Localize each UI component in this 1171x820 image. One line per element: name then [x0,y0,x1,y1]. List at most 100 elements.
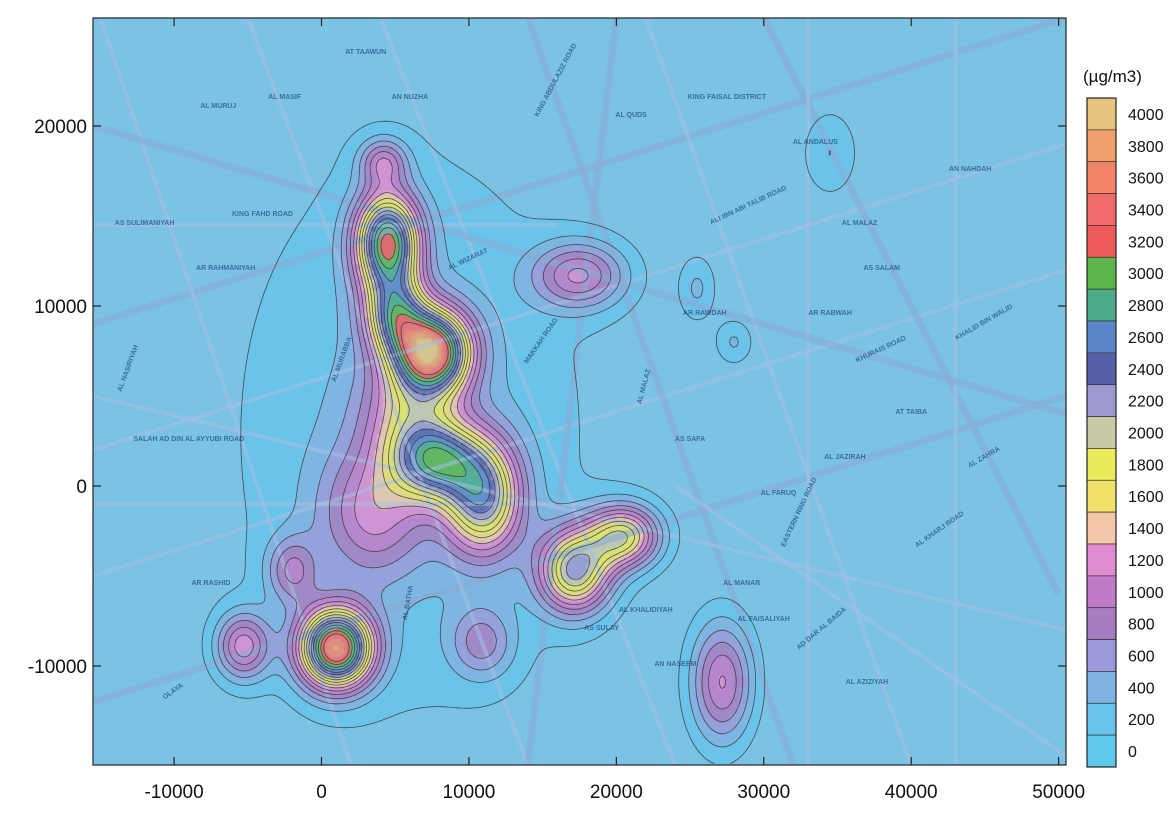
legend-swatch [1086,639,1117,672]
district-label: KING FAISAL DISTRICT [688,94,767,101]
district-label: AS SULAY [584,625,619,632]
legend-level-label: 1800 [1128,457,1164,474]
district-label: AT TAAWUN [345,49,386,56]
district-label: AN NUZHA [392,94,429,101]
legend-level-label: 2400 [1128,362,1164,379]
contour-line [223,145,744,723]
road-line [674,484,1066,758]
legend-level-label: 2200 [1128,394,1164,411]
legend-swatch [1086,320,1117,354]
district-label: AL MURUJ [200,103,236,110]
contour-lines [201,114,855,764]
legend-swatch [1086,384,1117,417]
legend-swatch [1086,671,1117,704]
contour-line [308,210,591,678]
legend-level-label: 3000 [1128,266,1164,283]
legend-level-label: 3400 [1128,203,1164,220]
legend-swatch [1086,543,1117,577]
x-tick-label: 30000 [737,782,790,803]
legend-level-label: 800 [1128,617,1155,634]
district-label: AT TAIBA [895,409,927,416]
legend-level-label: 4000 [1128,107,1164,124]
axes: -10000 0 10000 20000 30000 40000 50000 -10000 0 1… [28,17,1085,803]
district-label: AL MANAR [723,580,760,587]
contour-line [323,321,449,662]
contour-line [298,192,645,689]
legend-unit-label: (µg/m3) [1083,67,1142,86]
y-tick-label: 20000 [34,117,87,138]
district-label: AL KHALIDIYAH [619,607,673,614]
legend-swatch [1086,288,1117,322]
district-label: AR RASHID [191,580,230,587]
legend-level-label: 1600 [1128,489,1164,506]
legend-level-label: 1400 [1128,521,1164,538]
plot-frame [92,17,1067,766]
district-label: AL FARUQ [761,490,797,497]
legend-swatch [1086,193,1117,226]
district-label: AR RAWDAH [683,310,727,317]
road-line [93,122,1066,418]
legend-swatch [1086,97,1117,131]
legend-swatch [1086,702,1117,736]
legend-swatch [1086,129,1117,163]
x-tick-label: 40000 [885,782,938,803]
legend-level-label: 1200 [1128,553,1164,570]
district-label: AN NASEEM [654,661,696,668]
contour-line [320,233,452,665]
legend-level-label: 0 [1128,744,1137,761]
contour-line [313,218,491,673]
legend-level-label: 3800 [1128,139,1164,156]
legend-level-label: 200 [1128,712,1155,729]
legend-swatch [1086,161,1117,194]
contour-line [211,133,831,748]
legend-frame [1086,97,1117,768]
contour-line [217,140,750,735]
district-label: AL MASIF [268,94,302,101]
legend-swatch [1086,479,1117,513]
district-label: KING FAHD ROAD [232,211,293,218]
map-plot-area: AR RAHMANIYAH KING FAISAL DISTRICT AL MALA… [93,18,1066,765]
contour-line [315,222,483,671]
road-line [524,18,620,765]
concentration-legend: (µg/m3) 40003800360034003200300028002600… [1083,67,1164,768]
road-line [93,394,1066,632]
legend-level-label: 600 [1128,649,1155,666]
legend-swatch [1086,416,1117,449]
road-line [93,392,1066,706]
x-tick-label: 50000 [1032,782,1085,803]
district-label: AL JAZIRAH [824,454,865,461]
x-tick-label: 0 [316,782,327,803]
contour-line [228,151,737,710]
road-line [760,18,1062,596]
y-tick-label: 10000 [34,297,87,318]
x-tick-label: 10000 [443,782,496,803]
road-line [643,18,914,765]
legend-level-label: 2000 [1128,426,1164,443]
district-label: SALAH AD DIN AL AYYUBI ROAD [133,436,244,443]
district-label: AR RAHMANIYAH [196,265,255,272]
x-tick-label: 20000 [590,782,643,803]
legend-level-label: 1000 [1128,585,1164,602]
district-label: AL AZIZIYAH [846,679,889,686]
road-line [245,18,530,765]
legend-swatch [1086,575,1117,609]
district-label: AL QUDS [615,112,647,119]
district-label: AL MALAZ [842,220,878,227]
legend-level-label: 3600 [1128,171,1164,188]
district-label: AL FAISALIYAH [738,616,790,623]
contour-line [201,114,855,764]
contour-line [303,202,635,683]
district-label: AN NAHDAH [949,166,991,173]
y-tick-label: 0 [76,477,87,498]
concentration-contour-fill [93,18,1066,765]
contour-line [317,227,467,668]
road-line [524,18,797,765]
legend-swatch [1086,225,1117,258]
legend-level-label: 2600 [1128,330,1164,347]
contour-line [301,198,640,686]
contour-line [234,157,726,692]
legend-level-label: 400 [1128,680,1155,697]
legend-swatch [1086,734,1117,768]
